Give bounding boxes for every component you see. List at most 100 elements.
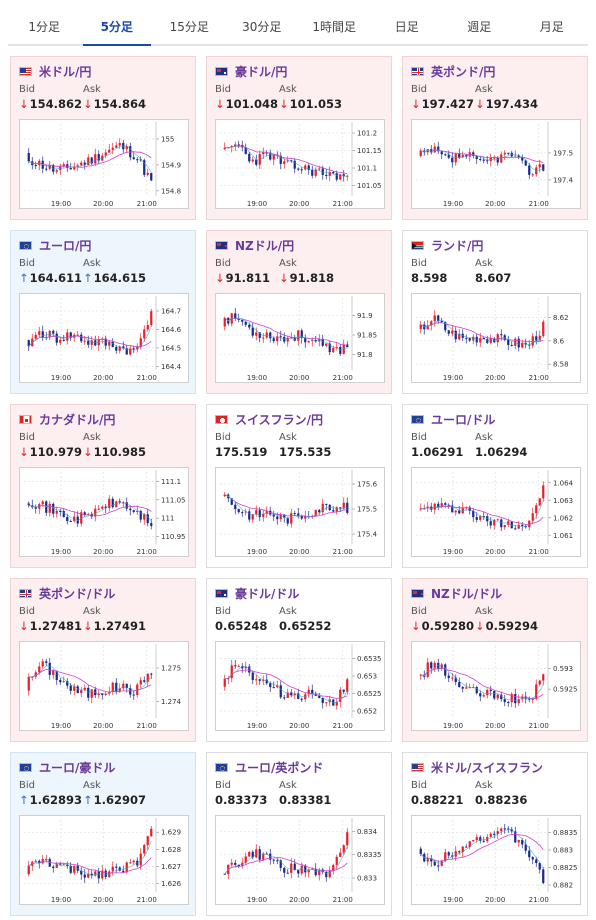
pair-name[interactable]: ランド/円 [431,238,484,253]
bid-price: 8.598 [411,271,448,285]
price-chart[interactable]: 19:00 20:00 21:00 0.6535 0.653 0.6525 0.652 [215,641,385,731]
pair-title[interactable]: NZドル/ドル [411,585,502,601]
eu-flag-icon [19,240,32,250]
price-row: ↓101.048↓101.053 [215,97,343,111]
tab-3[interactable]: 30分足 [242,20,282,34]
bid-label: Bid [215,84,231,95]
tab-0[interactable]: 1分足 [28,20,61,34]
currency-card[interactable]: 英ポンド/ドル Bid Ask ↓1.27481↓1.27491 19:00 20:00 2… [10,578,196,742]
candle-body [517,699,520,704]
price-chart[interactable]: 19:00 20:00 21:00 1.629 1.628 1.627 1.626 [19,815,189,905]
tab-7[interactable]: 月足 [539,20,564,34]
candle-body [335,701,338,706]
candle-body [521,524,524,526]
pair-name[interactable]: 英ポンド/ドル [39,586,116,601]
candle-body [115,866,118,868]
price-chart[interactable]: 19:00 20:00 21:00 91.9 91.85 91.8 [215,293,385,383]
price-chart[interactable]: 19:00 20:00 21:00 0.593 0.5925 [411,641,581,731]
currency-card[interactable]: 米ドル/円 Bid Ask ↓154.862↓154.864 19:00 20:00 21:… [10,56,196,220]
price-chart[interactable]: 19:00 20:00 21:00 197.5 197.4 [411,119,581,209]
candle-body [258,679,261,681]
pair-name[interactable]: 英ポンド/円 [431,64,496,79]
pair-title[interactable]: ユーロ/英ポンド [215,759,323,775]
pair-name[interactable]: ユーロ/英ポンド [235,760,324,775]
pair-title[interactable]: ユーロ/豪ドル [19,759,115,775]
currency-card[interactable]: NZドル/ドル Bid Ask ↓0.59280↓0.59294 19:00 20:00 2… [402,578,588,742]
tab-5[interactable]: 日足 [394,20,419,34]
price-chart[interactable]: 19:00 20:00 21:00 164.7 164.6 164.5 164.4 [19,293,189,383]
price-chart[interactable]: 19:00 20:00 21:00 101.2 101.15 101.1 101.05 [215,119,385,209]
x-tick-label: 21:00 [333,548,353,556]
y-tick-label: 110.95 [161,533,186,541]
candle-body [69,332,72,338]
pair-title[interactable]: ユーロ/ドル [411,411,495,427]
price-chart[interactable]: 19:00 20:00 21:00 8.62 8.6 8.58 [411,293,581,383]
currency-card[interactable]: ユーロ/円 Bid Ask ↑164.611↑164.615 19:00 20:00 21:… [10,230,196,394]
currency-card[interactable]: カナダドル/円 Bid Ask ↓110.979↓110.985 19:00 20:00 2… [10,404,196,568]
currency-card[interactable]: 豪ドル/円 Bid Ask ↓101.048↓101.053 19:00 20:00 21:… [206,56,392,220]
price-chart[interactable]: 19:00 20:00 21:00 155 154.9 154.8 [19,119,189,209]
currency-card[interactable]: ユーロ/豪ドル Bid Ask ↑1.62893↑1.62907 19:00 20:00 2… [10,752,196,916]
pair-name[interactable]: 米ドル/スイスフラン [431,760,544,775]
pair-title[interactable]: 豪ドル/円 [215,63,287,79]
candle-body [80,334,83,342]
pair-name[interactable]: カナダドル/円 [39,412,116,427]
currency-card[interactable]: ランド/円 Bid Ask 8.598 8.607 19:00 20:00 21:00 8.62… [402,230,588,394]
candle-body [31,676,34,678]
candle-body [62,511,65,517]
candle-body [325,343,328,346]
pair-title[interactable]: 英ポンド/円 [411,63,495,79]
moving-average-long [224,669,348,699]
candle-body [97,693,100,696]
pair-name[interactable]: ユーロ/ドル [431,412,496,427]
pair-title[interactable]: ランド/円 [411,237,483,253]
pair-name[interactable]: NZドル/円 [235,238,295,253]
pair-name[interactable]: NZドル/ドル [431,586,503,601]
pair-title[interactable]: 英ポンド/ドル [19,585,115,601]
currency-card[interactable]: NZドル/円 Bid Ask ↓91.811 ↓91.818 19:00 20:00 21:0… [206,230,392,394]
pair-name[interactable]: 豪ドル/円 [235,64,288,79]
pair-title[interactable]: ユーロ/円 [19,237,91,253]
pair-name[interactable]: 米ドル/円 [39,64,92,79]
tab-1[interactable]: 5分足 [81,10,154,46]
price-chart[interactable]: 19:00 20:00 21:00 0.8835 0.883 0.8825 0.882 [411,815,581,905]
pair-title[interactable]: スイスフラン/円 [215,411,323,427]
down-arrow-icon: ↓ [19,619,29,633]
currency-card[interactable]: 米ドル/スイスフラン Bid Ask 0.88221 0.88236 19:00 20:00… [402,752,588,916]
pair-title[interactable]: 豪ドル/ドル [215,585,299,601]
currency-card[interactable]: ユーロ/ドル Bid Ask 1.06291 1.06294 19:00 20:00 21:0… [402,404,588,568]
price-chart[interactable]: 19:00 20:00 21:00 1.064 1.063 1.062 1.061 [411,467,581,557]
pair-title[interactable]: NZドル/円 [215,237,294,253]
candle-body [440,151,443,155]
candle-body [118,142,121,146]
candle-body [290,160,293,162]
price-chart[interactable]: 19:00 20:00 21:00 0.834 0.8335 0.833 [215,815,385,905]
candle-body [272,687,275,689]
currency-card[interactable]: 英ポンド/円 Bid Ask ↓197.427↓197.434 19:00 20:00 21… [402,56,588,220]
x-tick-label: 20:00 [289,896,309,904]
bid-price: 0.83373 [215,793,268,807]
tab-4[interactable]: 1時間足 [312,20,357,34]
candle-body [111,147,114,150]
price-chart[interactable]: 19:00 20:00 21:00 175.6 175.5 175.4 [215,467,385,557]
currency-card[interactable]: スイスフラン/円 Bid Ask 175.519 175.535 19:00 20:00 21… [206,404,392,568]
tab-2[interactable]: 15分足 [169,20,209,34]
price-chart[interactable]: 19:00 20:00 21:00 1.275 1.274 [19,641,189,731]
candle-body [132,348,135,350]
candle-body [531,336,534,346]
candle-body [426,858,429,862]
pair-name[interactable]: ユーロ/豪ドル [39,760,116,775]
tab-6[interactable]: 週足 [467,20,492,34]
pair-title[interactable]: 米ドル/スイスフラン [411,759,543,775]
pair-title[interactable]: 米ドル/円 [19,63,91,79]
candle-body [307,165,310,170]
price-chart[interactable]: 19:00 20:00 21:00 111.1 111.05 111 110.95 [19,467,189,557]
currency-card[interactable]: 豪ドル/ドル Bid Ask 0.65248 0.65252 19:00 20:00 21:0… [206,578,392,742]
pair-name[interactable]: スイスフラン/円 [235,412,324,427]
pair-name[interactable]: ユーロ/円 [39,238,92,253]
candle-body [283,867,286,873]
currency-card[interactable]: ユーロ/英ポンド Bid Ask 0.83373 0.83381 19:00 20:00 21… [206,752,392,916]
candle-body [101,506,104,509]
pair-name[interactable]: 豪ドル/ドル [235,586,300,601]
pair-title[interactable]: カナダドル/円 [19,411,115,427]
